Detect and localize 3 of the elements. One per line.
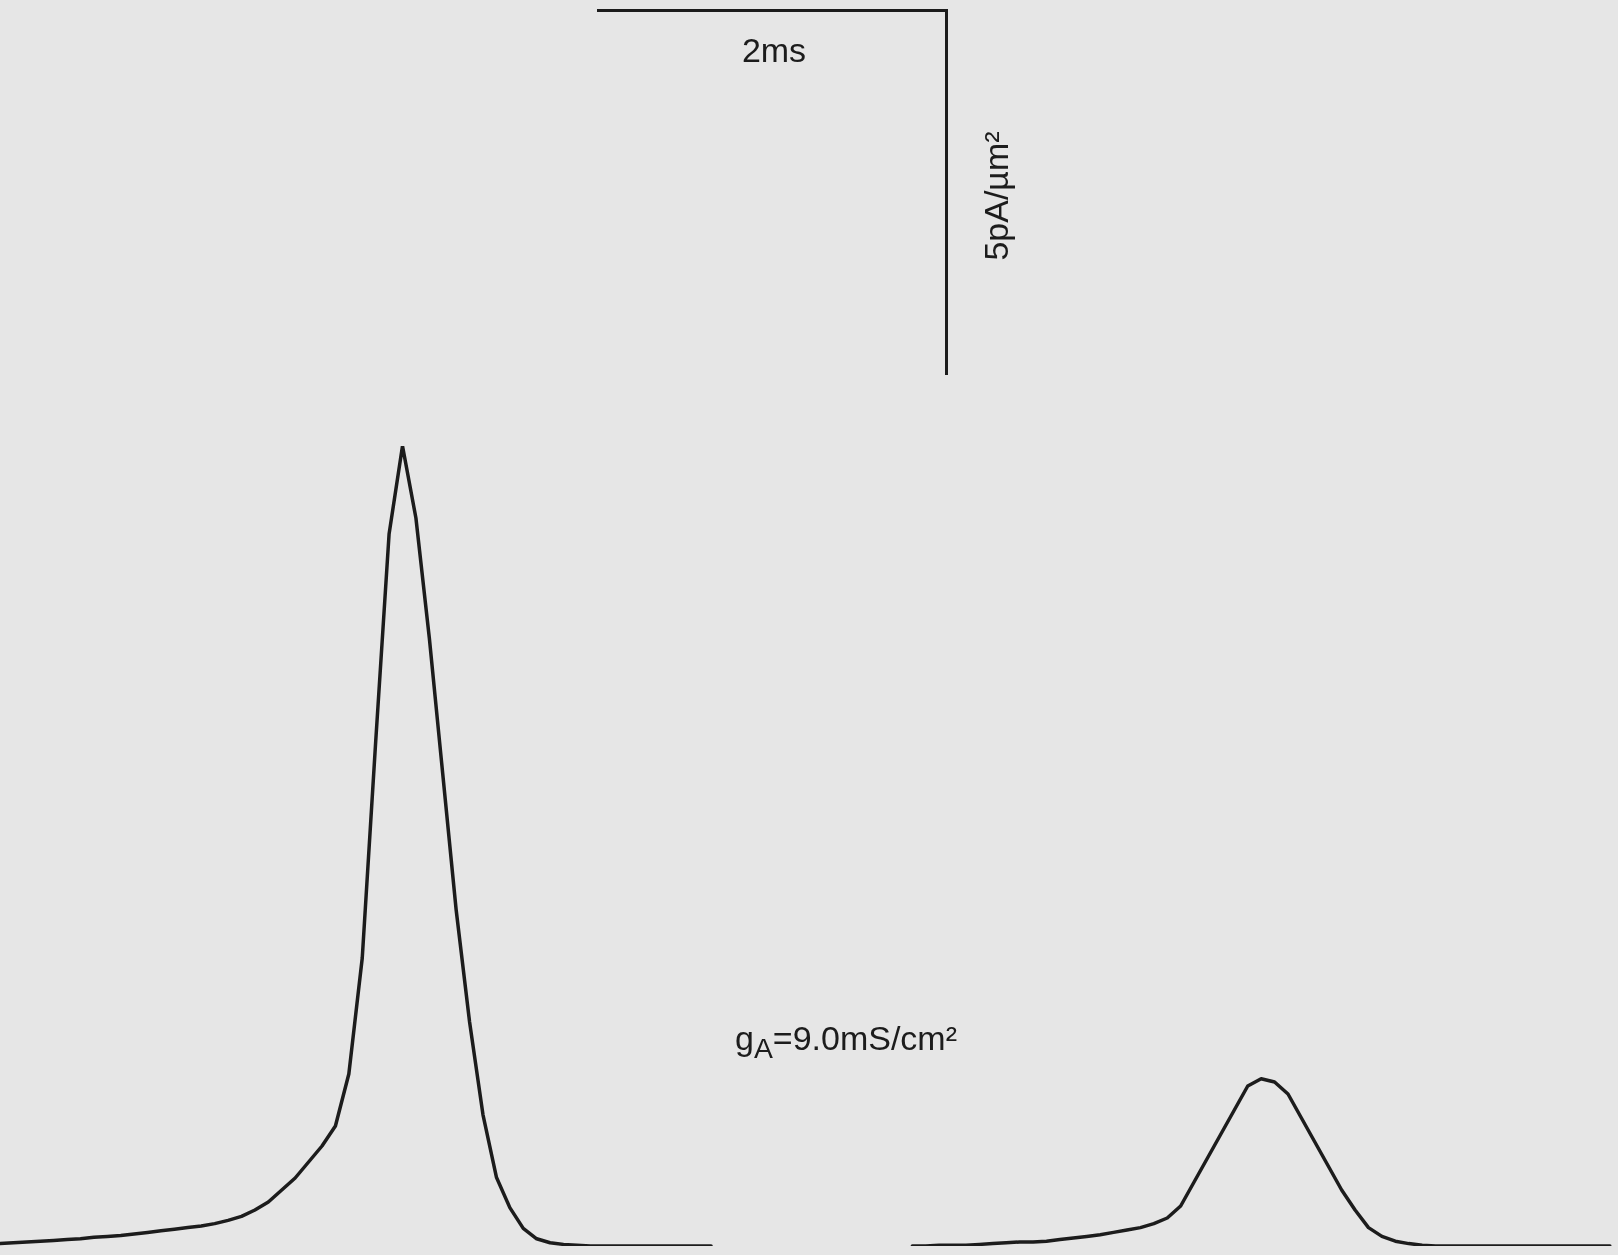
text: 5pA/µm² xyxy=(976,131,1016,261)
text: 2ms xyxy=(741,30,807,70)
annotation: g$_{A}$=9.0mS/cm² xyxy=(734,1019,958,1065)
